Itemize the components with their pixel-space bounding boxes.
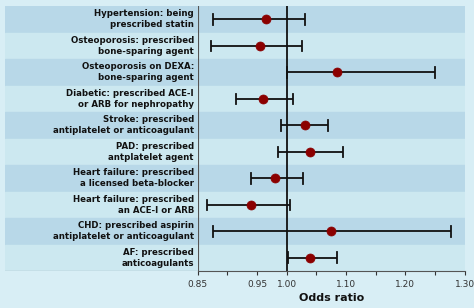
Text: CHD: prescribed aspirin
antiplatelet or anticoagulant: CHD: prescribed aspirin antiplatelet or … bbox=[53, 221, 194, 241]
Bar bbox=[5, 33, 198, 59]
Bar bbox=[5, 59, 198, 86]
Bar bbox=[198, 33, 465, 59]
Bar bbox=[198, 165, 465, 192]
Bar bbox=[5, 86, 198, 112]
Bar bbox=[5, 192, 198, 218]
Bar bbox=[5, 165, 198, 192]
Bar bbox=[5, 218, 198, 245]
Text: AF: prescribed
anticoagulants: AF: prescribed anticoagulants bbox=[121, 248, 194, 268]
Text: Diabetic: prescribed ACE-I
or ARB for nephropathy: Diabetic: prescribed ACE-I or ARB for ne… bbox=[66, 89, 194, 109]
Bar bbox=[5, 112, 198, 139]
Text: Hypertension: being
prescribed statin: Hypertension: being prescribed statin bbox=[94, 9, 194, 30]
Text: Stroke: prescribed
antiplatelet or anticoagulant: Stroke: prescribed antiplatelet or antic… bbox=[53, 115, 194, 136]
X-axis label: Odds ratio: Odds ratio bbox=[299, 293, 364, 303]
Text: Osteoporosis: prescribed
bone-sparing agent: Osteoporosis: prescribed bone-sparing ag… bbox=[71, 36, 194, 56]
Text: Heart failure: prescribed
an ACE-I or ARB: Heart failure: prescribed an ACE-I or AR… bbox=[73, 195, 194, 215]
Bar bbox=[198, 59, 465, 86]
Bar bbox=[198, 86, 465, 112]
Bar bbox=[5, 6, 198, 33]
Text: Heart failure: prescribed
a licensed beta-blocker: Heart failure: prescribed a licensed bet… bbox=[73, 168, 194, 188]
Bar bbox=[5, 139, 198, 165]
Bar bbox=[198, 112, 465, 139]
Bar bbox=[198, 6, 465, 33]
Text: PAD: prescribed
antplatelet agent: PAD: prescribed antplatelet agent bbox=[109, 142, 194, 162]
Text: Osteoporosis on DEXA:
bone-sparing agent: Osteoporosis on DEXA: bone-sparing agent bbox=[82, 62, 194, 83]
Bar bbox=[198, 139, 465, 165]
Bar bbox=[5, 245, 198, 271]
Bar bbox=[198, 192, 465, 218]
Bar bbox=[198, 218, 465, 245]
Bar bbox=[198, 245, 465, 271]
